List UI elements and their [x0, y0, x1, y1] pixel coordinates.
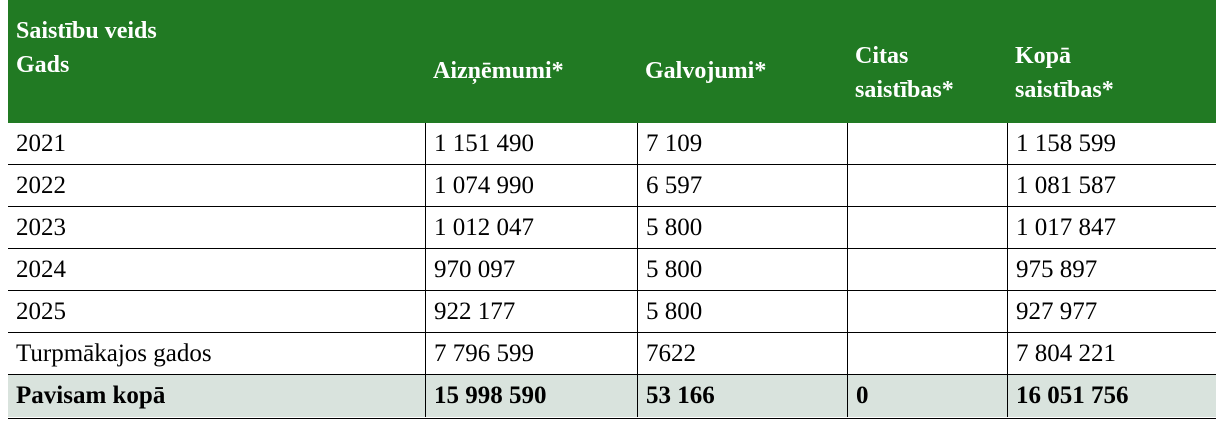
- table-cell: 7 109: [637, 123, 847, 165]
- table-border: [8, 418, 1216, 419]
- table-cell: 1 081 587: [1007, 165, 1216, 207]
- header-text: saistības*: [855, 76, 954, 103]
- table-cell: 1 012 047: [425, 207, 637, 249]
- header-cell: Citas saistības*: [847, 0, 1007, 123]
- table-cell: [847, 291, 1007, 333]
- table-cell: Pavisam kopā: [8, 375, 425, 417]
- table-cell: [847, 165, 1007, 207]
- obligations-table: Saistību veids Gads Aizņēmumi* Galvojumi* Ci…: [8, 0, 1216, 419]
- table-cell: 5 800: [637, 207, 847, 249]
- header-text: Aizņēmumi*: [433, 57, 564, 84]
- table-cell: 927 977: [1007, 291, 1216, 333]
- table-cell: 16 051 756: [1007, 375, 1216, 417]
- table-cell: 2022: [8, 165, 425, 207]
- header-cell: Aizņēmumi*: [425, 0, 637, 123]
- table-cell: 5 800: [637, 249, 847, 291]
- table-cell: 1 074 990: [425, 165, 637, 207]
- table-cell: Turpmākajos gados: [8, 333, 425, 375]
- table-cell: 970 097: [425, 249, 637, 291]
- table-cell: 1 158 599: [1007, 123, 1216, 165]
- table-cell: 7 804 221: [1007, 333, 1216, 375]
- table-cell: 922 177: [425, 291, 637, 333]
- table-cell: [847, 123, 1007, 165]
- table-cell: 2025: [8, 291, 425, 333]
- header-text: Gads: [16, 52, 70, 78]
- header-text: Saistību veids: [16, 18, 157, 44]
- header-text: Galvojumi*: [645, 57, 767, 84]
- table-cell: 975 897: [1007, 249, 1216, 291]
- table-cell: 2021: [8, 123, 425, 165]
- header-text: Citas: [855, 42, 909, 69]
- table-cell: 7 796 599: [425, 333, 637, 375]
- table-cell: 1 151 490: [425, 123, 637, 165]
- table-cell: [847, 207, 1007, 249]
- table-cell: 0: [847, 375, 1007, 417]
- table-cell: 5 800: [637, 291, 847, 333]
- header-cell: Galvojumi*: [637, 0, 847, 123]
- table-cell: 1 017 847: [1007, 207, 1216, 249]
- table-cell: 2023: [8, 207, 425, 249]
- table-cell: 2024: [8, 249, 425, 291]
- header-cell: Saistību veids Gads: [8, 0, 425, 123]
- table-cell: [847, 249, 1007, 291]
- table-cell: 15 998 590: [425, 375, 637, 417]
- header-text: Kopā: [1015, 42, 1072, 69]
- header-text: saistības*: [1015, 76, 1114, 103]
- table-cell: [847, 333, 1007, 375]
- table-cell: 53 166: [637, 375, 847, 417]
- table-cell: 7622: [637, 333, 847, 375]
- header-cell: Kopā saistības*: [1007, 0, 1216, 123]
- table-cell: 6 597: [637, 165, 847, 207]
